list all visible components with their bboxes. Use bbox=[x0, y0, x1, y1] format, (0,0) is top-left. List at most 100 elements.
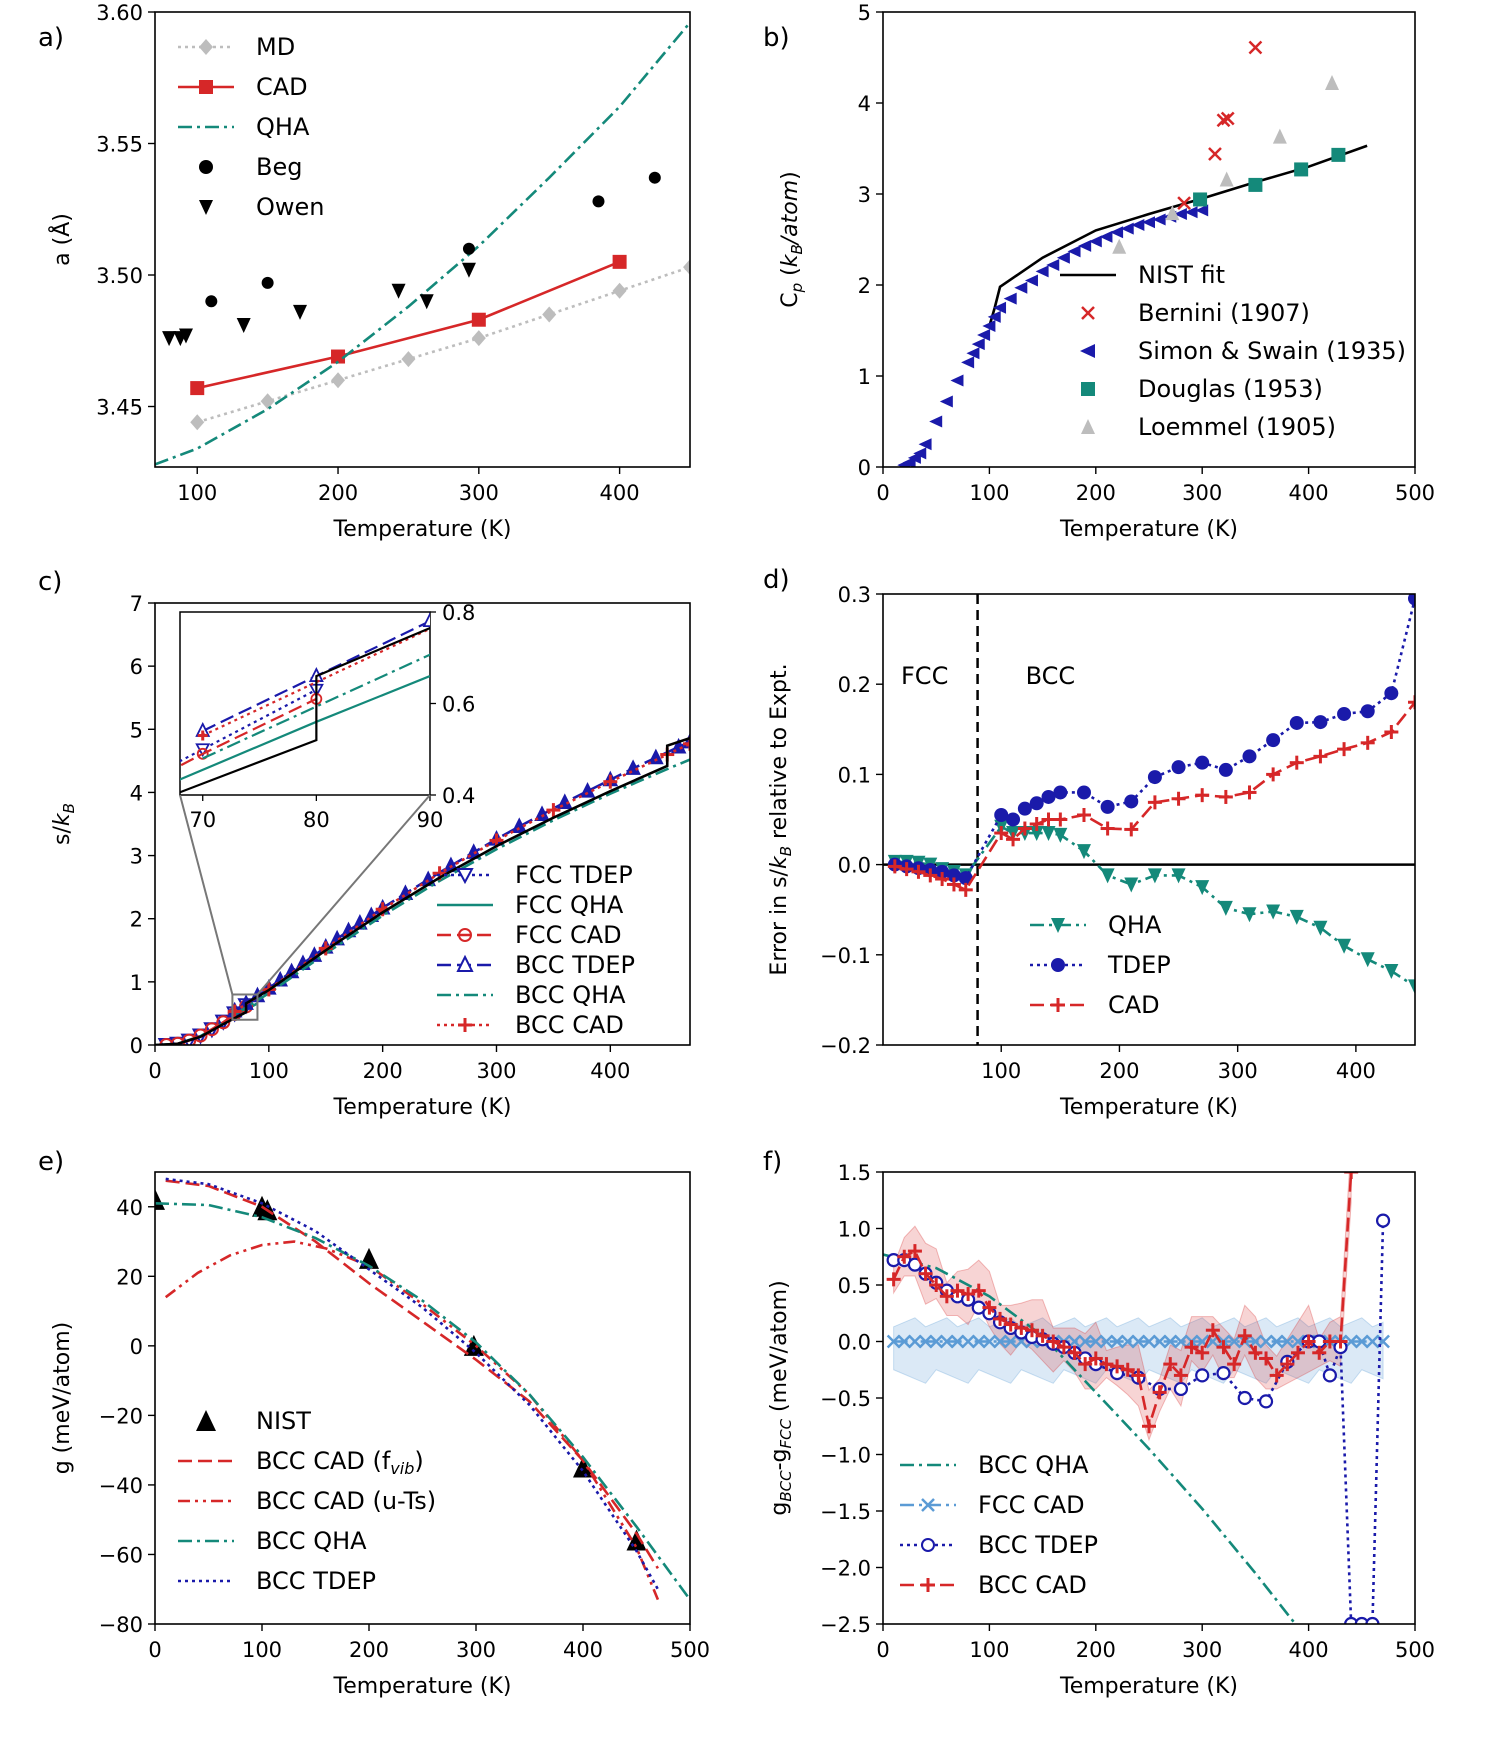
panel-e: e) 0 100 200 300 400 500 −80 −60 −40 −20 0 20 40 Tempe… bbox=[38, 1147, 710, 1699]
y-tick-label: 4 bbox=[858, 92, 871, 116]
x-tick-label: 400 bbox=[590, 1059, 630, 1083]
legend-marker bbox=[1080, 344, 1095, 358]
legend-entry: BCC TDEP bbox=[437, 951, 635, 979]
data-point bbox=[1029, 817, 1044, 832]
data-point bbox=[1184, 206, 1198, 219]
data-point bbox=[1053, 785, 1068, 800]
data-point bbox=[1046, 1334, 1061, 1349]
series-douglas-1953- bbox=[1193, 147, 1346, 207]
data-point bbox=[1325, 74, 1340, 90]
data-point bbox=[886, 1334, 901, 1349]
x-axis: 100 200 300 400 bbox=[981, 1045, 1376, 1083]
x-tick-label: 200 bbox=[1099, 1059, 1139, 1083]
data-point bbox=[1216, 113, 1231, 128]
series-bcc-cad bbox=[886, 1172, 1359, 1434]
plot-area bbox=[155, 1177, 690, 1601]
series-line bbox=[165, 1179, 660, 1570]
y-tick-label: −20 bbox=[99, 1404, 143, 1428]
data-point bbox=[556, 793, 573, 810]
inset-y-tick-label: 0.6 bbox=[442, 693, 475, 717]
x-tick-label: 500 bbox=[1395, 481, 1435, 505]
series-line bbox=[165, 1177, 660, 1590]
series-bcc-cad-fvib- bbox=[165, 1179, 660, 1570]
data-point bbox=[971, 1334, 986, 1349]
y-axis: 0 1 2 3 4 5 6 7 bbox=[130, 592, 155, 1058]
data-point bbox=[1248, 40, 1263, 55]
data-point bbox=[950, 374, 964, 387]
data-point bbox=[977, 329, 991, 342]
data-point bbox=[1384, 686, 1399, 701]
axes-frame bbox=[154, 602, 691, 1046]
data-point bbox=[966, 347, 980, 360]
legend: MD CAD QHA Beg Owen bbox=[178, 33, 325, 221]
data-point bbox=[1147, 868, 1162, 884]
y-axis-label: Cp (kB/atom) bbox=[778, 171, 806, 308]
data-point bbox=[1003, 1334, 1018, 1349]
legend-marker bbox=[1081, 382, 1095, 396]
legend-entry: BCC CAD bbox=[437, 1011, 624, 1039]
data-point bbox=[1294, 162, 1309, 177]
data-point bbox=[929, 1334, 944, 1349]
data-point bbox=[1131, 1334, 1146, 1349]
data-point bbox=[1124, 822, 1139, 837]
series-line bbox=[988, 144, 1368, 327]
data-point bbox=[982, 1300, 997, 1315]
series-line bbox=[155, 736, 690, 1045]
legend-label: NIST fit bbox=[1138, 261, 1225, 289]
legend-label: Owen bbox=[256, 193, 325, 221]
x-tick-label: 200 bbox=[318, 481, 358, 505]
y-tick-label: 1 bbox=[130, 971, 143, 995]
legend-entry: TDEP bbox=[1030, 951, 1171, 979]
data-point bbox=[897, 1249, 912, 1264]
data-point bbox=[950, 1283, 965, 1298]
series-bcc-tdep bbox=[165, 1177, 660, 1590]
y-tick-label: 3 bbox=[858, 183, 871, 207]
series-nist-fit bbox=[988, 144, 1368, 327]
data-point bbox=[929, 415, 943, 428]
data-point bbox=[1195, 755, 1210, 770]
data-point bbox=[1120, 1334, 1135, 1349]
legend-marker bbox=[1051, 918, 1065, 933]
data-point bbox=[1195, 880, 1210, 896]
x-tick-label: 300 bbox=[476, 1059, 516, 1083]
legend-label: Loemmel (1905) bbox=[1138, 413, 1336, 441]
data-point bbox=[1100, 799, 1115, 814]
inset-x-tick-label: 80 bbox=[303, 808, 330, 832]
plot-area bbox=[155, 21, 690, 466]
x-axis-label: Temperature (K) bbox=[333, 1095, 512, 1120]
legend-entry: BCC TDEP bbox=[900, 1531, 1098, 1559]
data-point bbox=[987, 310, 1001, 323]
legend-label: BCC QHA bbox=[515, 981, 626, 1009]
legend-entry: BCC CAD (fvib) bbox=[178, 1447, 424, 1478]
x-tick-label: 300 bbox=[1182, 1638, 1222, 1662]
x-axis-label: Temperature (K) bbox=[333, 517, 512, 542]
legend-label: CAD bbox=[256, 73, 308, 101]
legend-label: BCC TDEP bbox=[978, 1531, 1098, 1559]
data-point bbox=[1173, 208, 1187, 221]
x-axis-label: Temperature (K) bbox=[333, 1674, 512, 1699]
annotation-fcc: FCC bbox=[901, 662, 948, 690]
data-point bbox=[1195, 1345, 1210, 1360]
data-point bbox=[899, 862, 914, 877]
data-point bbox=[1227, 1334, 1242, 1349]
y-tick-label: 0.0 bbox=[838, 854, 871, 878]
data-point bbox=[918, 438, 932, 451]
data-point bbox=[939, 1334, 954, 1349]
y-tick-label: −60 bbox=[99, 1543, 143, 1567]
y-tick-label: 4 bbox=[130, 781, 143, 805]
legend-entry: BCC CAD bbox=[900, 1571, 1087, 1599]
legend: NIST fit Bernini (1907) Simon & Swain (193… bbox=[1060, 261, 1406, 441]
y-tick-label: −80 bbox=[99, 1613, 143, 1637]
data-point bbox=[1242, 749, 1257, 764]
y-tick-label: −1.5 bbox=[820, 1500, 871, 1524]
data-point bbox=[1067, 245, 1081, 258]
data-point bbox=[1076, 785, 1091, 800]
zoom-connector bbox=[179, 794, 234, 995]
legend-marker bbox=[456, 954, 474, 972]
legend-entry: FCC TDEP bbox=[437, 861, 633, 889]
data-point bbox=[958, 882, 973, 897]
y-tick-label: 1.5 bbox=[838, 1161, 871, 1185]
x-tick-label: 400 bbox=[1336, 1059, 1376, 1083]
legend-marker bbox=[196, 1410, 216, 1431]
data-point bbox=[918, 1334, 933, 1349]
